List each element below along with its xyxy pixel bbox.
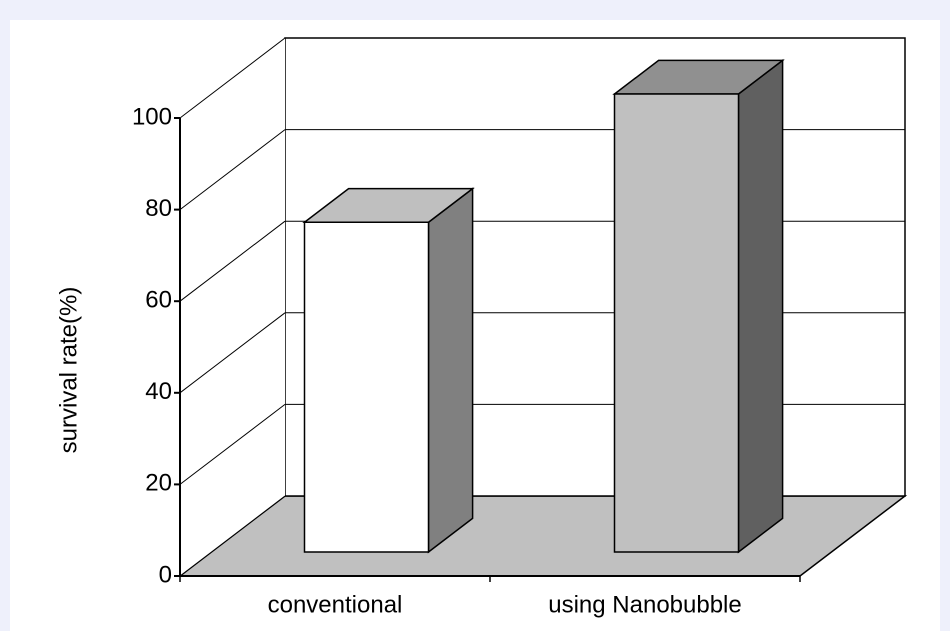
y-tick-label: 0 (159, 561, 172, 588)
grid-line (179, 404, 286, 485)
y-tick-label: 60 (145, 287, 172, 314)
bar-side (737, 58, 784, 554)
y-tick-label: 100 (132, 103, 172, 130)
y-tick-label: 40 (145, 378, 172, 405)
y-tick-label: 20 (145, 470, 172, 497)
bar-front (613, 93, 740, 553)
grid-line (179, 495, 286, 577)
y-axis-label: survival rate(%) (55, 287, 82, 454)
y-tick-label: 80 (145, 195, 172, 222)
grid-line (179, 312, 286, 394)
bar-front (303, 221, 430, 553)
x-tick-label: conventional (268, 591, 403, 618)
side-wall (180, 38, 285, 576)
grid-line (179, 129, 286, 210)
grid-line (179, 37, 286, 119)
grid-line (179, 220, 286, 302)
floor (177, 495, 908, 577)
x-tick-label: using Nanobubble (548, 591, 742, 618)
bar-side (427, 187, 474, 554)
